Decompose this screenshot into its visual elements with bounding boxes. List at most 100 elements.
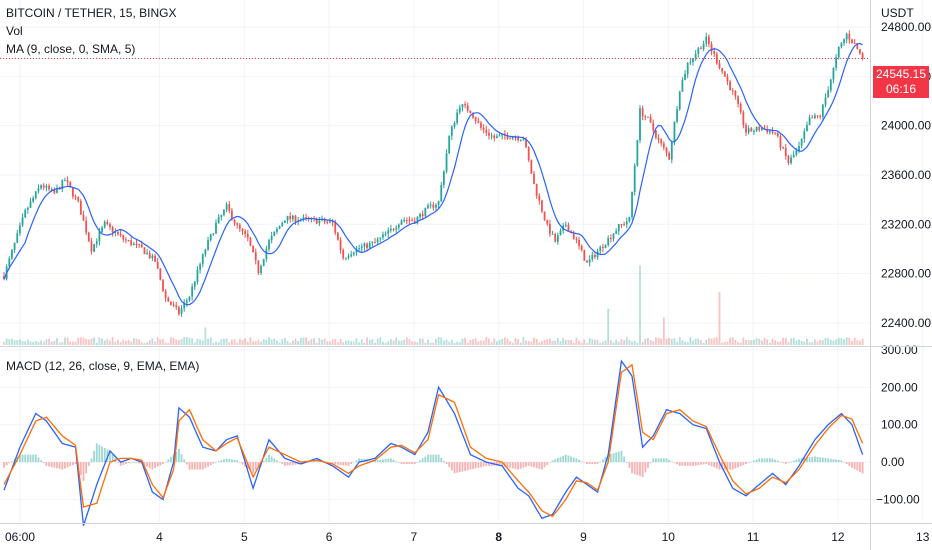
histogram-bar	[753, 460, 755, 463]
volume-bar	[660, 338, 663, 345]
histogram-bar	[824, 458, 827, 463]
histogram-bar	[90, 458, 93, 463]
volume-bar	[575, 337, 578, 345]
candle-body	[790, 157, 792, 164]
volume-bar	[225, 338, 228, 345]
histogram-bar	[215, 462, 217, 463]
candle-body	[633, 165, 636, 192]
candle-body	[268, 240, 270, 250]
price-tick-label: 23200.00	[881, 217, 931, 231]
candle-body	[662, 143, 665, 148]
volume-bar	[3, 341, 5, 345]
candle-body	[397, 224, 400, 228]
volume-bar	[408, 339, 411, 345]
candle-body	[522, 139, 525, 141]
volume-bar	[85, 338, 88, 345]
candle-body	[482, 127, 485, 130]
histogram-bar	[8, 462, 11, 464]
candle-body	[681, 79, 684, 92]
volume-bar	[117, 339, 119, 345]
candle-body	[731, 90, 734, 92]
candle-body	[384, 233, 387, 235]
histogram-bar	[784, 462, 787, 464]
histogram-bar	[170, 456, 172, 463]
ma-legend[interactable]: MA (9, close, 0, SMA, 5)	[6, 42, 136, 56]
volume-bar	[191, 338, 194, 345]
histogram-bar	[281, 462, 284, 464]
x-tick-label: 13	[916, 530, 930, 544]
histogram-bar	[832, 459, 835, 463]
volume-bar	[321, 339, 323, 345]
histogram-bar	[779, 461, 782, 463]
histogram-bar	[652, 458, 655, 463]
candle-body	[273, 231, 276, 236]
x-tick-label: 9	[580, 530, 587, 544]
candle-body	[726, 76, 729, 82]
candle-body	[225, 204, 228, 210]
volume-bar	[387, 341, 390, 345]
volume-bar	[803, 341, 806, 345]
candle-body	[800, 138, 803, 146]
volume-bar	[843, 339, 845, 345]
histogram-bar	[3, 462, 5, 468]
volume-bar	[824, 337, 827, 345]
candle-body	[26, 207, 29, 210]
volume-bar	[135, 338, 138, 345]
candle-body	[289, 216, 292, 220]
volume-bar	[453, 342, 456, 345]
volume-bar	[352, 341, 355, 345]
candle-body	[456, 112, 459, 124]
volume-bar	[766, 339, 769, 345]
volume-bar	[323, 338, 326, 345]
histogram-bar	[299, 462, 302, 464]
histogram-bar	[567, 455, 570, 463]
volume-legend[interactable]: Vol	[6, 24, 23, 38]
volume-bar	[551, 340, 554, 345]
candle-body	[556, 235, 559, 242]
volume-bar	[617, 341, 620, 345]
volume-bar	[175, 339, 178, 345]
candle-body	[87, 232, 90, 242]
candle-body	[768, 130, 771, 133]
histogram-bar	[814, 456, 816, 463]
volume-bar	[477, 341, 480, 345]
histogram-bar	[204, 462, 207, 469]
volume-bar	[819, 339, 822, 345]
volume-bar	[625, 337, 628, 345]
candle-body	[689, 62, 692, 64]
price-tick-label: 22400.00	[881, 316, 931, 330]
candle-body	[109, 223, 111, 228]
volume-bar	[482, 340, 485, 345]
histogram-bar	[729, 462, 731, 470]
volume-bar	[705, 339, 708, 345]
candle-body	[453, 123, 456, 127]
volume-bar	[647, 337, 649, 345]
candle-body	[480, 122, 482, 128]
candle-body	[501, 133, 504, 136]
volume-bar	[708, 338, 710, 345]
volume-bar	[209, 337, 212, 345]
volume-bar	[183, 337, 186, 345]
volume-bar	[37, 342, 40, 345]
symbol-title[interactable]: BITCOIN / TETHER, 15, BINGX	[6, 6, 177, 20]
volume-bar	[307, 341, 310, 345]
candle-body	[238, 224, 241, 229]
candle-body	[360, 246, 363, 249]
candle-body	[326, 222, 329, 224]
volume-bar	[623, 339, 625, 345]
volume-bar	[395, 337, 398, 345]
histogram-bar	[535, 462, 538, 469]
volume-bar	[265, 339, 268, 345]
volume-bar	[74, 341, 77, 345]
candle-body	[708, 36, 710, 45]
histogram-bar	[233, 459, 236, 463]
histogram-bar	[861, 462, 864, 474]
histogram-bar	[522, 462, 525, 468]
candle-body	[8, 258, 11, 267]
candle-body	[734, 90, 737, 97]
macd-legend[interactable]: MACD (12, 26, close, 9, EMA, EMA)	[6, 359, 200, 373]
candle-body	[334, 222, 337, 233]
histogram-bar	[782, 462, 784, 463]
volume-bar	[779, 341, 782, 345]
